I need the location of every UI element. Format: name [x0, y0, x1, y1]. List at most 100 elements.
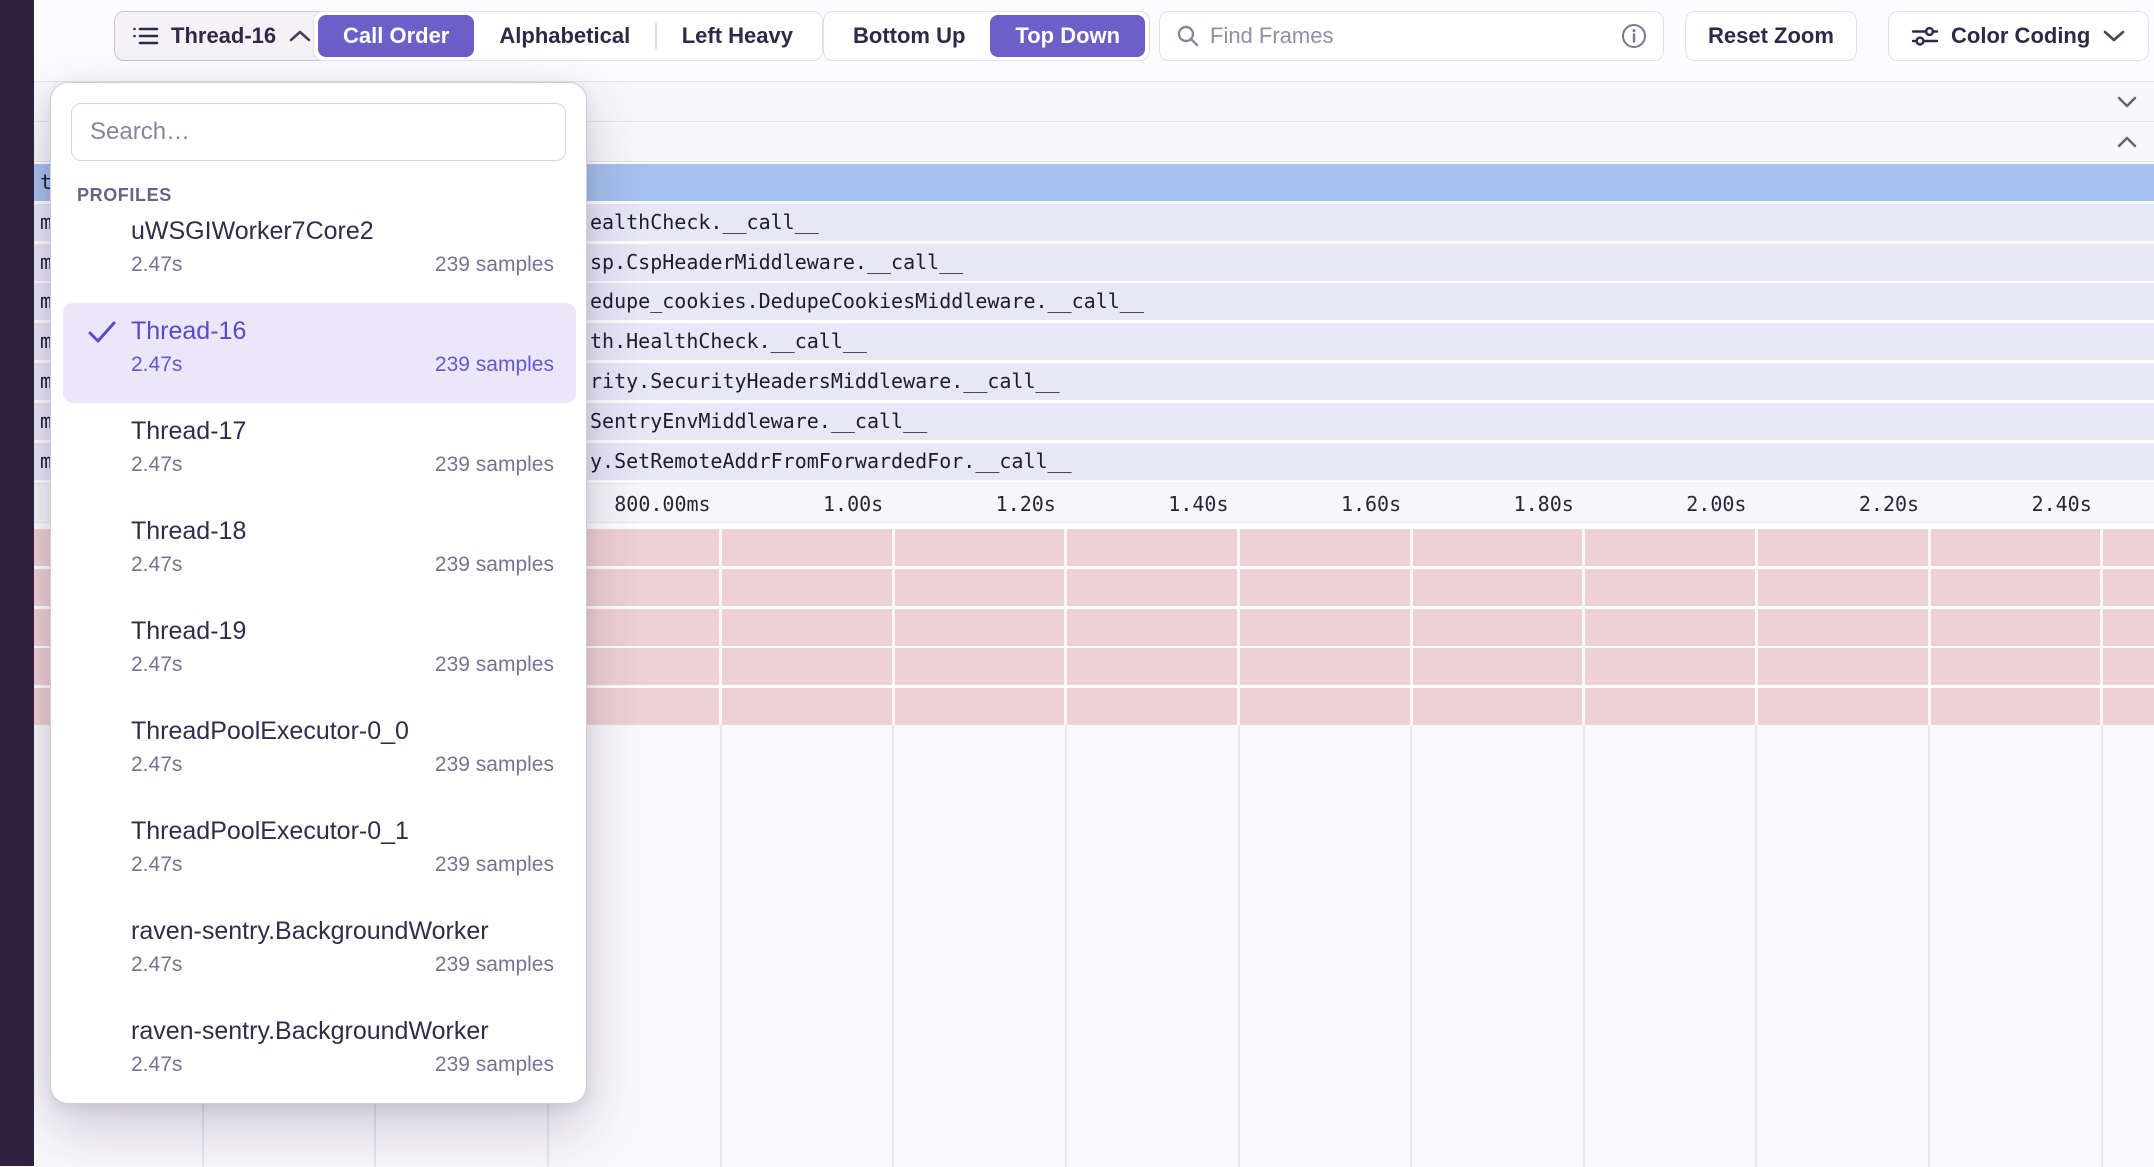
profile-name: uWSGIWorker7Core2	[131, 217, 374, 245]
profiles-list: uWSGIWorker7Core2 2.47s 239 samples Thread-…	[51, 203, 586, 1103]
profile-option[interactable]: Thread-19 2.47s 239 samples	[63, 603, 576, 703]
gridline	[1237, 725, 1240, 1167]
profile-meta: 2.47s 239 samples	[131, 853, 554, 877]
expand-section-chevron-down-icon[interactable]	[2114, 89, 2140, 115]
sort-segment-alphabetical[interactable]: Alphabetical	[499, 23, 631, 48]
thread-selector-label: Thread-16	[171, 23, 277, 48]
axis-tick-label: 2.20s	[1858, 492, 1920, 516]
gridline	[1755, 725, 1758, 1167]
profile-name: raven-sentry.BackgroundWorker	[131, 917, 489, 945]
gridline	[1064, 529, 1068, 725]
profile-name: Thread-17	[131, 417, 247, 445]
axis-tick-label: 2.00s	[1686, 492, 1747, 516]
collapse-section-chevron-up-icon[interactable]	[2114, 129, 2140, 155]
frame-label: th.HealthCheck.__call__	[590, 329, 867, 354]
frame-left-fragment: m	[40, 329, 53, 354]
direction-segment-bottom-up[interactable]: Bottom Up	[853, 23, 966, 48]
profile-sample-count: 239 samples	[434, 253, 554, 276]
app-nav-rail	[0, 0, 34, 1166]
frame-left-fragment: m	[40, 448, 53, 473]
gridline	[719, 529, 723, 725]
profiles-section-label: PROFILES	[77, 185, 172, 205]
profile-option[interactable]: Thread-16 2.47s 239 samples	[63, 303, 576, 403]
frame-label: rity.SecurityHeadersMiddleware.__call__	[590, 369, 1060, 393]
profile-meta: 2.47s 239 samples	[131, 253, 554, 277]
profile-sample-count: 239 samples	[434, 353, 554, 376]
gridline	[1237, 529, 1240, 725]
frame-left-fragment: m	[40, 408, 53, 433]
profile-option[interactable]: ThreadPoolExecutor-0_0 2.47s 239 samples	[63, 703, 576, 803]
flamegraph-toolbar: Thread-16 Call Order Alphabetical Left H…	[34, 0, 2154, 81]
thread-list-icon	[133, 25, 159, 47]
profile-option[interactable]: raven-sentry.BackgroundWorker 2.47s 239 sa…	[63, 903, 576, 1003]
profile-meta: 2.47s 239 samples	[131, 953, 554, 977]
profile-duration: 2.47s	[131, 653, 183, 676]
frame-label: sp.CspHeaderMiddleware.__call__	[590, 249, 964, 274]
profile-name: Thread-19	[131, 617, 247, 645]
profile-option[interactable]: ThreadPoolExecutor-0_1 2.47s 239 samples	[63, 803, 576, 903]
frame-left-fragment: m	[40, 289, 53, 314]
profile-search-input[interactable]	[90, 118, 547, 146]
profile-sample-count: 239 samples	[434, 953, 554, 976]
profile-duration: 2.47s	[131, 753, 183, 776]
sort-order-segmented-control: Call Order Alphabetical Left Heavy	[313, 11, 823, 61]
gridline	[1754, 529, 1758, 725]
profile-search-box	[71, 103, 566, 161]
profile-meta: 2.47s 239 samples	[131, 553, 554, 577]
profile-sample-count: 239 samples	[434, 853, 554, 876]
sort-segment-call-order[interactable]: Call Order	[318, 15, 475, 57]
frame-label: SentryEnvMiddleware.__call__	[590, 408, 928, 433]
profile-sample-count: 239 samples	[434, 1053, 554, 1076]
segment-divider	[655, 23, 657, 49]
profile-meta: 2.47s 239 samples	[131, 753, 554, 777]
profile-option[interactable]: Thread-18 2.47s 239 samples	[63, 503, 576, 603]
profile-sample-count: 239 samples	[434, 753, 554, 776]
profile-duration: 2.47s	[131, 453, 183, 476]
chevron-up-icon	[288, 29, 312, 43]
gridline	[1410, 725, 1413, 1167]
frame-left-fragment: m	[40, 209, 53, 234]
color-coding-label: Color Coding	[1951, 23, 2091, 48]
frame-left-fragment: m	[40, 249, 53, 274]
gridline	[1409, 529, 1413, 725]
axis-tick-label: 1.40s	[1168, 492, 1229, 516]
frame-left-fragment: m	[40, 369, 53, 393]
gridline	[2100, 529, 2104, 725]
axis-tick-label: 1.20s	[995, 492, 1056, 516]
profile-name: raven-sentry.BackgroundWorker	[131, 1017, 489, 1045]
find-frames-search	[1159, 11, 1664, 61]
direction-segment-top-down[interactable]: Top Down	[990, 15, 1146, 57]
search-icon	[1176, 24, 1200, 48]
profile-sample-count: 239 samples	[434, 453, 554, 476]
profile-duration: 2.47s	[131, 353, 183, 376]
sort-segment-left-heavy[interactable]: Left Heavy	[681, 23, 793, 48]
profile-duration: 2.47s	[131, 953, 183, 976]
axis-tick-label: 800.00ms	[614, 492, 711, 516]
profile-meta: 2.47s 239 samples	[131, 453, 554, 477]
profile-duration: 2.47s	[131, 553, 183, 576]
info-icon[interactable]	[1621, 23, 1647, 49]
axis-tick-label: 2.40s	[2031, 492, 2092, 516]
color-coding-button[interactable]: Color Coding	[1888, 11, 2150, 61]
profile-duration: 2.47s	[131, 853, 183, 876]
gridline	[1064, 725, 1067, 1167]
profile-option[interactable]: uWSGIWorker7Core2 2.47s 239 samples	[63, 203, 576, 303]
reset-zoom-label: Reset Zoom	[1708, 23, 1834, 48]
sliders-icon	[1911, 25, 1939, 47]
profile-duration: 2.47s	[131, 1053, 183, 1076]
profile-name: ThreadPoolExecutor-0_1	[131, 817, 409, 845]
profile-meta: 2.47s 239 samples	[131, 353, 554, 377]
profile-option[interactable]: Thread-17 2.47s 239 samples	[63, 403, 576, 503]
profile-meta: 2.47s 239 samples	[131, 1053, 554, 1077]
profile-name: ThreadPoolExecutor-0_0	[131, 717, 409, 745]
axis-tick-label: 1.00s	[822, 492, 884, 516]
gridline	[1582, 529, 1586, 725]
frame-left-fragment: t	[40, 170, 53, 194]
find-frames-input[interactable]	[1210, 23, 1611, 49]
thread-selector-button[interactable]: Thread-16	[114, 11, 332, 61]
chevron-down-icon	[2102, 29, 2126, 43]
check-icon	[87, 319, 117, 345]
direction-segmented-control: Bottom Up Top Down	[823, 11, 1151, 61]
reset-zoom-button[interactable]: Reset Zoom	[1685, 11, 1857, 61]
profile-option[interactable]: raven-sentry.BackgroundWorker 2.47s 239 sa…	[63, 1003, 576, 1103]
